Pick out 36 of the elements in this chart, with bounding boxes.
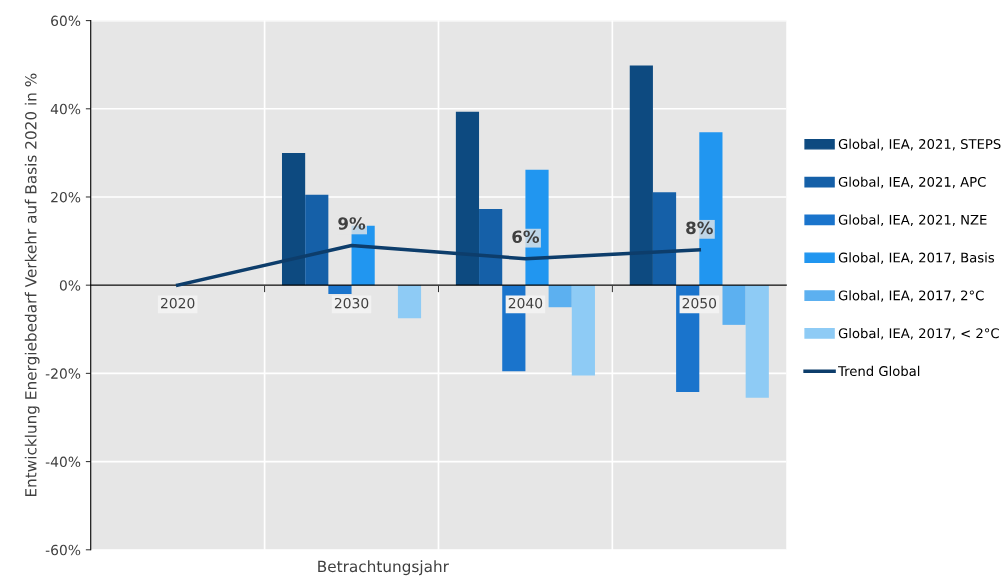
bar bbox=[328, 285, 352, 294]
y-tick-label: 20% bbox=[51, 191, 81, 203]
legend-label: Global, IEA, 2017, Basis bbox=[838, 252, 995, 264]
bar bbox=[281, 152, 306, 286]
y-tick-label: 40% bbox=[50, 103, 81, 115]
legend-label: Trend Global bbox=[838, 365, 920, 377]
bar bbox=[722, 285, 746, 325]
y-tick-label: 0% bbox=[59, 280, 81, 291]
bar bbox=[548, 285, 572, 308]
bar bbox=[629, 65, 653, 286]
y-tick-label: -20% bbox=[45, 368, 81, 379]
y-axis-title: Entwicklung Energiebedarf Verkehr auf Basis 2020 in % bbox=[24, 73, 40, 497]
legend-label: Global, IEA, 2021, NZE bbox=[838, 214, 987, 227]
bar bbox=[397, 285, 422, 319]
bar bbox=[479, 208, 503, 286]
data-label: 9% bbox=[338, 217, 366, 230]
x-tick-label: 2020 bbox=[161, 297, 195, 309]
y-tick-label: 60% bbox=[51, 15, 81, 27]
bar bbox=[745, 285, 769, 398]
bar bbox=[305, 194, 329, 286]
legend-label: Global, IEA, 2017, < 2°C bbox=[838, 328, 999, 340]
legend-label: Global, IEA, 2021, APC bbox=[838, 176, 986, 189]
data-label: 6% bbox=[512, 230, 540, 243]
bar bbox=[455, 111, 480, 286]
line-series bbox=[175, 243, 702, 287]
legend-label: Global, IEA, 2017, 2°C bbox=[838, 290, 984, 302]
data-label: 8% bbox=[686, 221, 713, 235]
x-axis-title: Betrachtungsjahr bbox=[318, 560, 449, 576]
y-tick-label: -40% bbox=[45, 456, 81, 468]
x-tick-label: 2040 bbox=[508, 297, 543, 309]
bar bbox=[652, 192, 677, 286]
bar bbox=[571, 285, 595, 376]
y-tick-label: -60% bbox=[45, 544, 81, 556]
x-tick-label: 2050 bbox=[682, 297, 717, 309]
x-tick-label: 2030 bbox=[334, 297, 369, 309]
legend-label: Global, IEA, 2021, STEPS bbox=[838, 138, 1001, 151]
